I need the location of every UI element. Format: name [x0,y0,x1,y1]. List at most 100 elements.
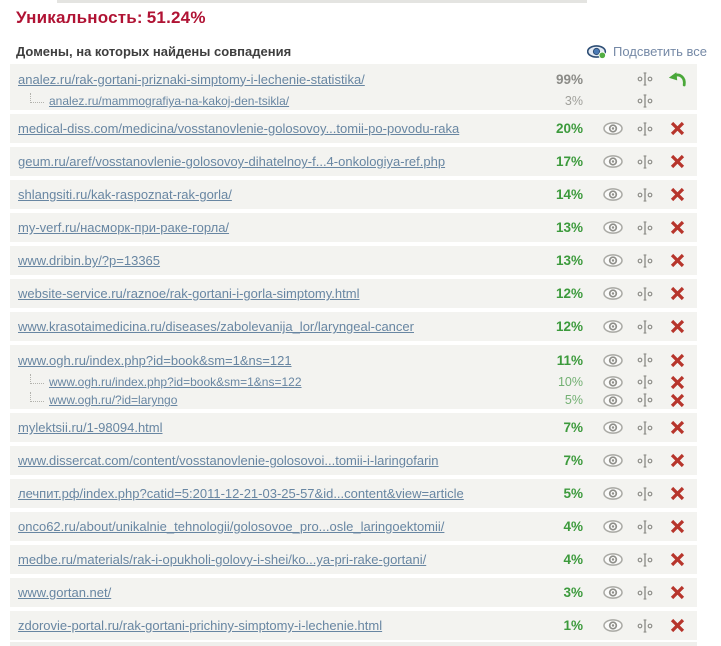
match-selection-icon[interactable] [637,286,653,301]
domain-link[interactable]: www.ogh.ru/index.php?id=book&sm=1&ns=121 [18,352,292,368]
match-selection-icon[interactable] [637,121,653,136]
domain-group: analez.ru/rak-gortani-priznaki-simptomy-… [10,64,697,110]
delete-icon[interactable] [670,453,685,468]
domain-link[interactable]: www.krasotaimedicina.ru/diseases/zabolev… [18,319,414,334]
restore-icon[interactable] [668,71,687,87]
domain-link[interactable]: shlangsiti.ru/kak-raspoznat-rak-gorla/ [18,187,232,202]
delete-icon[interactable] [670,286,685,301]
delete-icon[interactable] [670,220,685,235]
highlight-eye-icon[interactable] [603,221,623,234]
domain-link[interactable]: zdorovie-portal.ru/rak-gortani-prichiny-… [18,618,383,633]
match-selection-icon[interactable] [637,519,653,534]
match-cell [629,585,661,600]
match-selection-icon[interactable] [637,552,653,567]
action-cell [661,375,693,390]
delete-icon[interactable] [670,187,685,202]
domain-group: лечпит.рф/index.php?catid=5:2011-12-21-0… [10,479,697,508]
domain-row: my-verf.ru/насморк-при-раке-горла/ 13% [18,213,693,242]
action-cell [661,420,693,435]
match-cell [629,618,661,633]
match-selection-icon[interactable] [637,453,653,468]
domain-link[interactable]: analez.ru/rak-gortani-priznaki-simptomy-… [18,71,365,87]
highlight-eye-icon[interactable] [603,353,623,367]
highlight-eye-icon[interactable] [603,375,623,389]
match-selection-icon[interactable] [637,187,653,202]
highlight-eye-icon[interactable] [603,320,623,333]
delete-icon[interactable] [670,319,685,334]
highlight-eye-icon[interactable] [603,520,623,533]
match-selection-icon[interactable] [637,393,653,407]
domain-link[interactable]: www.gortan.net/ [18,585,112,600]
domain-link[interactable]: www.dribin.by/?p=13365 [18,253,161,268]
uniqueness-label: Уникальность: [16,8,143,27]
match-selection-icon[interactable] [637,585,653,600]
highlight-eye-icon[interactable] [603,155,623,168]
match-selection-icon[interactable] [637,220,653,235]
domain-group: www.krasotaimedicina.ru/diseases/zabolev… [10,312,697,341]
domain-link[interactable]: лечпит.рф/index.php?catid=5:2011-12-21-0… [18,486,464,501]
match-selection-icon[interactable] [637,375,653,389]
highlight-eye-icon[interactable] [603,254,623,267]
highlight-eye-icon[interactable] [603,393,623,407]
match-selection-icon[interactable] [637,618,653,633]
domain-row: onco62.ru/about/unikalnie_tehnologii/gol… [18,512,693,541]
highlight-eye-icon[interactable] [603,487,623,500]
action-cell [661,618,693,633]
domains-header: Домены, на которых найдены совпадения [16,44,292,59]
match-cell [629,319,661,334]
domain-link[interactable]: my-verf.ru/насморк-при-раке-горла/ [18,220,230,235]
domain-link[interactable]: medical-diss.com/medicina/vosstanovlenie… [18,121,460,136]
highlight-eye-icon[interactable] [603,619,623,632]
domain-row: www.ogh.ru/?id=laryngo 5% [18,391,693,409]
delete-icon[interactable] [670,393,685,408]
domain-link[interactable]: onco62.ru/about/unikalnie_tehnologii/gol… [18,519,445,534]
domain-row: geum.ru/aref/vosstanovlenie-golosovoy-di… [18,147,693,176]
delete-icon[interactable] [670,552,685,567]
domain-link[interactable]: www.dissercat.com/content/vosstanovlenie… [18,453,439,468]
highlight-eye-icon[interactable] [603,287,623,300]
match-selection-icon[interactable] [637,486,653,501]
match-selection-icon[interactable] [637,420,653,435]
match-selection-icon[interactable] [637,72,653,86]
highlight-eye-icon[interactable] [603,122,623,135]
domain-link[interactable]: medbe.ru/materials/rak-i-opukholi-golovy… [18,552,427,567]
delete-icon[interactable] [670,486,685,501]
delete-icon[interactable] [670,618,685,633]
match-selection-icon[interactable] [637,353,653,367]
domain-group: www.gortan.net/ 3% [10,578,697,607]
delete-icon[interactable] [670,353,685,368]
highlight-eye-icon[interactable] [603,421,623,434]
domain-group: medical-diss.com/medicina/vosstanovlenie… [10,114,697,143]
delete-icon[interactable] [670,420,685,435]
highlight-eye-icon[interactable] [603,188,623,201]
action-cell [661,552,693,567]
eye-cell [597,155,629,168]
delete-icon[interactable] [670,253,685,268]
domain-link[interactable]: mylektsii.ru/1-98094.html [18,420,163,435]
domain-row: medbe.ru/materials/rak-i-opukholi-golovy… [18,545,693,574]
match-selection-icon[interactable] [637,253,653,268]
delete-icon[interactable] [670,121,685,136]
match-selection-icon[interactable] [637,319,653,334]
highlight-eye-icon[interactable] [603,454,623,467]
delete-icon[interactable] [670,519,685,534]
domain-link[interactable]: website-service.ru/raznoe/rak-gortani-i-… [18,286,360,301]
delete-icon[interactable] [670,375,685,390]
delete-icon[interactable] [670,154,685,169]
highlight-eye-icon[interactable] [603,553,623,566]
match-selection-icon[interactable] [637,154,653,169]
domains-header-row: Домены, на которых найдены совпадения По… [16,44,707,59]
domain-group: website-service.ru/raznoe/rak-gortani-i-… [10,279,697,308]
highlight-all-link[interactable]: Подсветить все [587,44,707,59]
match-percent: 13% [555,220,583,235]
highlight-eye-icon[interactable] [603,586,623,599]
match-percent: 5% [564,393,583,407]
match-selection-icon[interactable] [637,94,653,108]
domain-link[interactable]: www.ogh.ru/?id=laryngo [49,393,178,407]
domain-link[interactable]: www.ogh.ru/index.php?id=book&sm=1&ns=122 [49,375,302,389]
match-cell [629,393,661,407]
delete-icon[interactable] [670,585,685,600]
domain-link[interactable]: geum.ru/aref/vosstanovlenie-golosovoy-di… [18,154,446,169]
domain-link[interactable]: analez.ru/mammografiya-na-kakoj-den-tsik… [49,94,290,108]
match-percent: 13% [555,253,583,268]
